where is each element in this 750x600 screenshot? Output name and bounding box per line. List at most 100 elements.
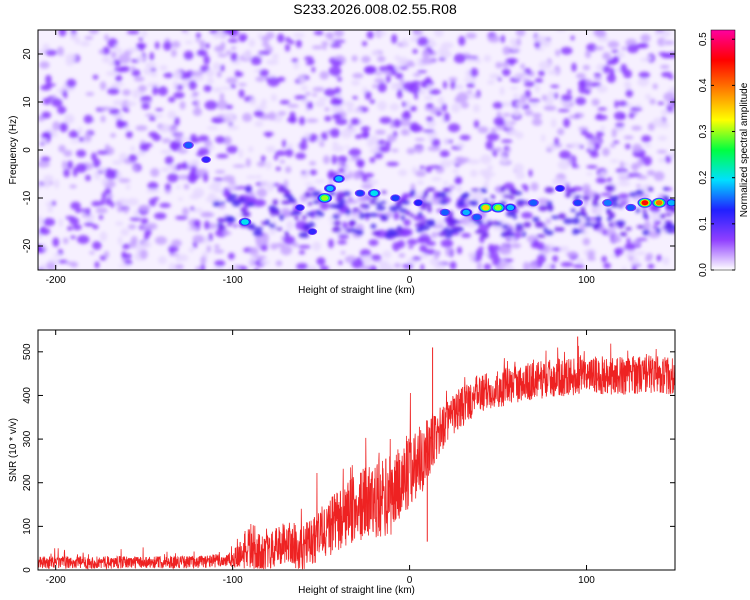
band-blob bbox=[580, 206, 586, 214]
noise-blob bbox=[98, 166, 107, 172]
noise-blob bbox=[324, 107, 330, 112]
band-blob bbox=[565, 192, 572, 198]
noise-blob bbox=[615, 167, 628, 174]
noise-blob bbox=[66, 160, 74, 170]
band-blob bbox=[444, 231, 453, 239]
noise-blob bbox=[114, 201, 123, 206]
noise-blob bbox=[504, 145, 509, 151]
band-blob bbox=[462, 192, 471, 197]
noise-blob bbox=[313, 30, 324, 35]
noise-blob bbox=[602, 52, 611, 60]
noise-blob bbox=[265, 77, 271, 81]
band-blob bbox=[304, 191, 312, 198]
noise-blob bbox=[610, 254, 616, 258]
band-blob bbox=[389, 232, 399, 237]
noise-blob bbox=[285, 148, 294, 158]
noise-blob bbox=[541, 39, 551, 48]
noise-blob bbox=[101, 192, 107, 200]
noise-blob bbox=[618, 181, 631, 187]
noise-blob bbox=[289, 40, 295, 45]
noise-blob bbox=[202, 173, 209, 183]
noise-blob bbox=[433, 250, 440, 260]
noise-blob bbox=[532, 112, 542, 119]
noise-blob bbox=[647, 55, 652, 61]
noise-blob bbox=[181, 30, 188, 33]
band-blob bbox=[670, 225, 675, 230]
noise-blob bbox=[468, 92, 474, 100]
band-blob bbox=[212, 200, 221, 207]
noise-blob bbox=[286, 117, 297, 123]
noise-blob bbox=[453, 53, 466, 64]
noise-blob bbox=[503, 264, 515, 270]
noise-blob bbox=[421, 57, 434, 65]
y-tick-label: 200 bbox=[22, 474, 33, 491]
band-blob bbox=[269, 208, 274, 216]
ridge-spot bbox=[472, 214, 481, 221]
noise-blob bbox=[157, 86, 168, 96]
noise-blob bbox=[469, 252, 476, 262]
noise-blob bbox=[298, 76, 306, 84]
noise-blob bbox=[438, 50, 452, 59]
noise-blob bbox=[92, 224, 99, 230]
band-blob bbox=[345, 208, 351, 216]
noise-blob bbox=[204, 213, 215, 217]
noise-blob bbox=[228, 252, 235, 260]
noise-blob bbox=[400, 128, 410, 136]
noise-blob bbox=[104, 34, 109, 41]
noise-blob bbox=[348, 170, 353, 180]
spectrogram-noise bbox=[38, 30, 675, 270]
noise-blob bbox=[287, 104, 299, 108]
noise-blob bbox=[386, 161, 399, 167]
noise-blob bbox=[412, 73, 422, 77]
noise-blob bbox=[256, 188, 268, 198]
noise-blob bbox=[537, 198, 550, 205]
noise-blob bbox=[609, 67, 615, 77]
noise-blob bbox=[72, 224, 82, 231]
noise-blob bbox=[617, 52, 625, 58]
noise-blob bbox=[382, 250, 392, 259]
noise-blob bbox=[108, 61, 116, 66]
noise-blob bbox=[379, 107, 386, 111]
noise-blob bbox=[277, 111, 287, 116]
band-blob bbox=[345, 228, 350, 234]
band-blob bbox=[426, 187, 436, 192]
noise-blob bbox=[160, 167, 170, 173]
noise-blob bbox=[177, 197, 184, 201]
noise-blob bbox=[590, 206, 600, 210]
noise-blob bbox=[528, 98, 541, 103]
noise-blob bbox=[40, 263, 46, 270]
noise-blob bbox=[135, 125, 148, 131]
noise-blob bbox=[196, 32, 201, 39]
noise-blob bbox=[266, 133, 271, 138]
noise-blob bbox=[657, 37, 666, 47]
noise-blob bbox=[495, 147, 503, 153]
noise-blob bbox=[40, 141, 45, 146]
noise-blob bbox=[435, 111, 443, 117]
band-blob bbox=[334, 203, 344, 210]
noise-blob bbox=[147, 181, 159, 190]
noise-blob bbox=[513, 72, 520, 80]
noise-blob bbox=[337, 240, 347, 245]
noise-blob bbox=[387, 134, 397, 143]
band-blob bbox=[359, 212, 365, 220]
noise-blob bbox=[360, 255, 372, 265]
noise-blob bbox=[306, 265, 318, 270]
noise-blob bbox=[454, 178, 462, 183]
noise-blob bbox=[135, 243, 143, 252]
noise-blob bbox=[128, 224, 137, 230]
spectrogram-y-axis-label: Frequency (Hz) bbox=[8, 116, 19, 185]
figure-title: S233.2026.008.02.55.R08 bbox=[293, 1, 457, 17]
band-blob bbox=[515, 223, 524, 228]
noise-blob bbox=[139, 144, 150, 152]
noise-blob bbox=[563, 118, 571, 128]
noise-blob bbox=[640, 33, 651, 43]
noise-blob bbox=[507, 122, 512, 129]
noise-blob bbox=[226, 77, 238, 84]
y-tick-label: 0 bbox=[22, 147, 33, 153]
noise-blob bbox=[130, 235, 138, 245]
noise-blob bbox=[314, 179, 326, 184]
noise-blob bbox=[560, 262, 574, 267]
noise-blob bbox=[51, 200, 56, 206]
band-blob bbox=[427, 205, 432, 213]
noise-blob bbox=[84, 132, 92, 142]
